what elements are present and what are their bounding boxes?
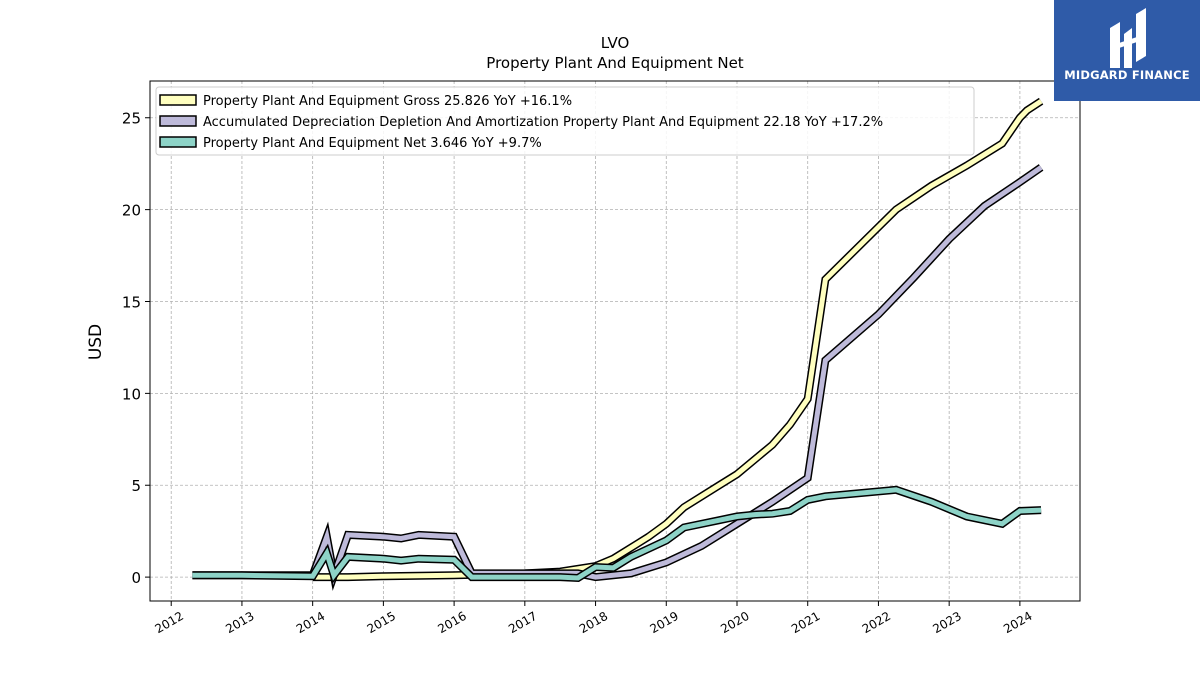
plot-area-frame xyxy=(149,80,1081,602)
x-tick-label: 2019 xyxy=(648,609,681,636)
x-tick-label: 2016 xyxy=(435,609,468,636)
x-tick-label: 2021 xyxy=(789,609,822,636)
y-tick-label: 25 xyxy=(122,110,141,128)
brand-name: MIDGARD FINANCE xyxy=(1064,68,1190,82)
legend-box xyxy=(155,86,975,156)
x-axis: 2012 2013 2014 2015 2016 2017 2018 2019 2020 2021… xyxy=(152,601,1035,636)
y-axis: 0 5 10 15 20 25 xyxy=(122,110,150,587)
x-tick-label: 2024 xyxy=(1001,609,1034,636)
series-line-2 xyxy=(192,485,1042,584)
legend-label: Accumulated Depreciation Depletion And A… xyxy=(203,115,883,130)
series-stroke xyxy=(312,99,1043,580)
series-lines xyxy=(192,97,1044,591)
series-stroke xyxy=(192,165,1043,586)
y-tick-label: 0 xyxy=(131,569,141,587)
x-tick-label: 2022 xyxy=(860,609,893,636)
y-tick-label: 15 xyxy=(122,293,141,311)
x-tick-label: 2015 xyxy=(365,609,398,636)
x-tick-label: 2012 xyxy=(152,609,185,636)
legend-swatch xyxy=(159,136,197,148)
y-tick-label: 20 xyxy=(122,202,141,220)
brand-logo-icon xyxy=(1110,8,1146,68)
series-stroke xyxy=(192,487,1042,581)
series-line-0 xyxy=(312,97,1044,582)
y-tick-label: 10 xyxy=(122,385,141,403)
legend-swatch xyxy=(159,115,197,127)
brand-logo: MIDGARD FINANCE xyxy=(1054,0,1200,101)
series-outline xyxy=(192,164,1044,591)
x-tick-label: 2018 xyxy=(577,609,610,636)
x-tick-label: 2013 xyxy=(223,609,256,636)
x-tick-label: 2023 xyxy=(930,609,963,636)
legend-label: Property Plant And Equipment Net 3.646 Y… xyxy=(203,136,542,151)
y-axis-label: USD xyxy=(86,324,106,360)
legend: Property Plant And Equipment Gross 25.82… xyxy=(155,86,975,156)
x-tick-label: 2014 xyxy=(294,609,327,636)
chart-title: LVO xyxy=(601,34,630,52)
legend-swatch xyxy=(159,94,197,106)
grid-lines xyxy=(150,81,1080,601)
x-tick-label: 2020 xyxy=(718,609,751,636)
y-tick-label: 5 xyxy=(131,477,141,495)
chart-subtitle: Property Plant And Equipment Net xyxy=(486,54,743,72)
x-tick-label: 2017 xyxy=(506,609,539,636)
series-line-1 xyxy=(192,164,1044,591)
legend-label: Property Plant And Equipment Gross 25.82… xyxy=(203,94,572,109)
